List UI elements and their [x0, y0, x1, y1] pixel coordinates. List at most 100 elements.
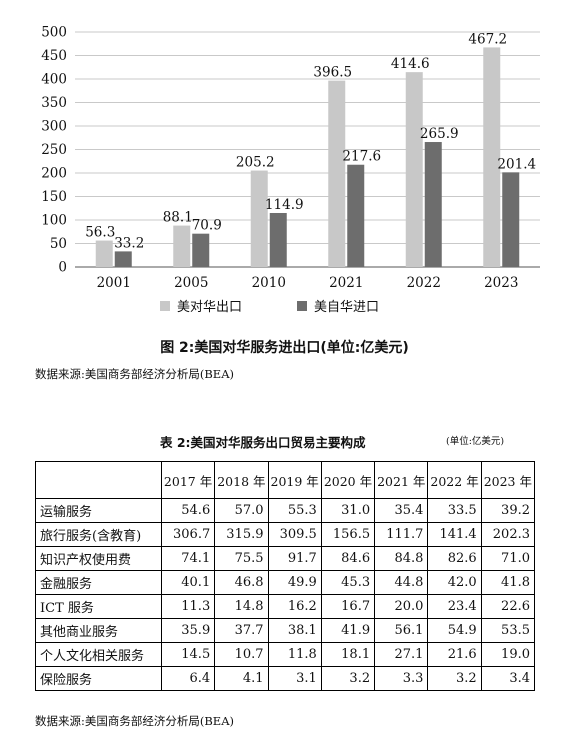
row-label: 知识产权使用费 — [35, 546, 162, 571]
chart-legend: 美对华出口 美自华进口 — [160, 300, 379, 315]
header-year: 2023 年 — [480, 461, 536, 499]
table-cell: 141.4 — [427, 522, 482, 547]
bar-import — [192, 233, 210, 267]
table-cell: 53.5 — [480, 618, 536, 643]
table-cell: 35.4 — [374, 498, 429, 523]
table-cell: 75.5 — [214, 546, 269, 571]
row-label: 其他商业服务 — [35, 618, 162, 643]
table-cell: 56.1 — [374, 618, 429, 643]
x-tick-label: 2001 — [97, 275, 131, 291]
table-source-note: 数据来源:美国商务部经济分析局(BEA) — [35, 714, 234, 728]
table-cell: 16.7 — [320, 594, 376, 619]
table-header-row: 2017 年 2018 年 2019 年 2020 年 2021 年 2022 … — [35, 461, 536, 499]
table-cell: 45.3 — [320, 570, 376, 595]
table-cell: 16.2 — [267, 594, 322, 619]
data-label: 56.3 — [85, 225, 115, 241]
bar-import — [424, 142, 442, 267]
services-export-table: 2017 年 2018 年 2019 年 2020 年 2021 年 2022 … — [35, 461, 536, 691]
y-tick-label: 500 — [41, 25, 67, 41]
table-cell: 82.6 — [427, 546, 482, 571]
table-cell: 19.0 — [480, 642, 536, 667]
header-year: 2020 年 — [320, 461, 376, 499]
table-cell: 11.8 — [267, 642, 322, 667]
table-cell: 10.7 — [214, 642, 269, 667]
table-row: 金融服务 40.1 46.8 49.9 45.3 44.8 42.0 41.8 — [35, 570, 536, 595]
table-cell: 4.1 — [214, 666, 269, 691]
table-cell: 42.0 — [427, 570, 482, 595]
data-label: 414.6 — [391, 56, 430, 72]
table-cell: 84.6 — [320, 546, 376, 571]
bar-import — [114, 251, 132, 267]
bar-export — [250, 170, 268, 267]
row-label: ICT 服务 — [35, 594, 162, 619]
table-cell: 41.9 — [320, 618, 376, 643]
row-label: 旅行服务(含教育) — [35, 522, 162, 547]
bar-chart: 0 50 100 150 200 250 300 350 400 450 500 56.333.2 20… — [41, 25, 540, 315]
chart-labels: 0 50 100 150 200 250 300 350 400 450 500 56.333.2 20… — [41, 25, 536, 292]
table-cell: 39.2 — [480, 498, 536, 523]
row-label: 保险服务 — [35, 666, 162, 691]
y-tick-label: 50 — [50, 236, 67, 252]
table-cell: 71.0 — [480, 546, 536, 571]
table-cell: 46.8 — [214, 570, 269, 595]
table-cell: 49.9 — [267, 570, 322, 595]
table-row: 运输服务 54.6 57.0 55.3 31.0 35.4 33.5 39.2 — [35, 498, 536, 523]
header-year: 2017 年 — [160, 461, 216, 499]
table-cell: 111.7 — [374, 522, 429, 547]
table-cell: 54.6 — [160, 498, 216, 523]
data-label: 88.1 — [163, 210, 193, 226]
y-tick-label: 350 — [41, 95, 67, 111]
table-cell: 14.5 — [160, 642, 216, 667]
table-cell: 3.3 — [374, 666, 429, 691]
bar-export — [173, 225, 191, 267]
table-cell: 33.5 — [427, 498, 482, 523]
bar-export — [328, 80, 346, 268]
header-year: 2018 年 — [214, 461, 269, 499]
table-cell: 57.0 — [214, 498, 269, 523]
table-cell: 3.2 — [427, 666, 482, 691]
table-cell: 18.1 — [320, 642, 376, 667]
x-tick-label: 2005 — [174, 275, 208, 291]
table-row: 知识产权使用费 74.1 75.5 91.7 84.6 84.8 82.6 71.0 — [35, 546, 536, 571]
table-cell: 309.5 — [267, 522, 322, 547]
data-label: 33.2 — [114, 235, 144, 251]
table-cell: 3.1 — [267, 666, 322, 691]
bar-import — [269, 212, 287, 267]
row-label: 运输服务 — [35, 498, 162, 523]
table-cell: 6.4 — [160, 666, 216, 691]
data-label: 201.4 — [497, 156, 536, 172]
table-cell: 91.7 — [267, 546, 322, 571]
data-label: 217.6 — [342, 149, 381, 165]
table-cell: 14.8 — [214, 594, 269, 619]
table-row: 保险服务 6.4 4.1 3.1 3.2 3.3 3.2 3.4 — [35, 666, 536, 691]
legend-label: 美自华进口 — [314, 300, 379, 315]
chart-title: 图 2:美国对华服务进出口(单位:亿美元) — [160, 340, 409, 356]
bar-import — [502, 172, 520, 267]
table-row: 其他商业服务 35.9 37.7 38.1 41.9 56.1 54.9 53.5 — [35, 618, 536, 643]
table-cell: 156.5 — [320, 522, 376, 547]
table-cell: 23.4 — [427, 594, 482, 619]
bar-export — [95, 240, 113, 267]
table-unit: (单位:亿美元) — [446, 436, 505, 447]
y-tick-label: 450 — [41, 48, 67, 64]
table-cell: 74.1 — [160, 546, 216, 571]
table-title: 表 2:美国对华服务出口贸易主要构成 — [160, 435, 366, 450]
table-cell: 38.1 — [267, 618, 322, 643]
table-cell: 44.8 — [374, 570, 429, 595]
table-row: 个人文化相关服务 14.5 10.7 11.8 18.1 27.1 21.6 19.0 — [35, 642, 536, 667]
table-cell: 31.0 — [320, 498, 376, 523]
header-year: 2022 年 — [427, 461, 482, 499]
data-label: 265.9 — [420, 126, 459, 142]
bar-export — [405, 72, 423, 267]
table-cell: 3.4 — [480, 666, 536, 691]
bar-export — [483, 47, 501, 267]
y-tick-label: 150 — [41, 189, 67, 205]
x-tick-label: 2021 — [329, 275, 363, 291]
table-cell: 20.0 — [374, 594, 429, 619]
table-row: ICT 服务 11.3 14.8 16.2 16.7 20.0 23.4 22.6 — [35, 594, 536, 619]
header-year: 2019 年 — [267, 461, 322, 499]
table-cell: 41.8 — [480, 570, 536, 595]
data-label: 396.5 — [313, 65, 352, 81]
y-tick-label: 0 — [58, 260, 67, 276]
chart-source-note: 数据来源:美国商务部经济分析局(BEA) — [35, 367, 234, 381]
